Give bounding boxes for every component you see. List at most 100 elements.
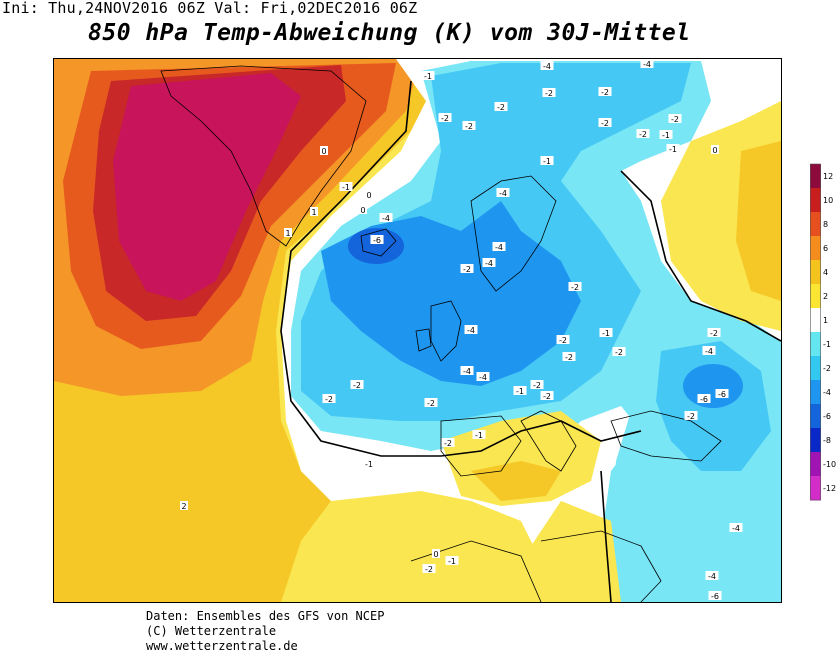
colorbar-level-label: 12 [823, 172, 833, 181]
contour-label-bg [640, 59, 654, 68]
contour-label: -2 [687, 412, 695, 421]
contour-label: -2 [543, 392, 551, 401]
contour-label: -1 [669, 145, 677, 154]
contour-label: -2 [545, 89, 553, 98]
colorbar-level-label: -10 [823, 460, 836, 469]
website-link[interactable]: www.wetterzentrale.de [146, 639, 298, 653]
contour-label: -4 [499, 189, 507, 198]
contour-label-bg [472, 430, 486, 439]
contour-label-bg [441, 438, 455, 447]
contour-label-bg [540, 156, 554, 165]
contour-label: 0 [321, 147, 326, 156]
colorbar-swatch [810, 260, 821, 285]
contour-label: -2 [533, 381, 541, 390]
contour-label-bg [370, 235, 384, 244]
contour-label: -4 [543, 62, 551, 71]
coastlines [160, 65, 722, 602]
contour-label-bg [362, 459, 376, 468]
field-minus-4-east [683, 364, 743, 408]
contour-label-bg [659, 130, 673, 139]
contour-label: -2 [601, 119, 609, 128]
contour-zero [280, 80, 642, 457]
contour-label-bg [707, 328, 721, 337]
contour-label-bg [666, 144, 680, 153]
colorbar-level-label: -2 [823, 364, 831, 373]
colorbar-swatch [810, 308, 821, 333]
colorbar-swatch [810, 428, 821, 453]
contour-labels: -1-4 -4-2 -2-2-2-2 -2 -2-2 -1-1 0-1-4-4-6-4-2-… [180, 59, 743, 601]
contour-label-bg [462, 121, 476, 130]
contour-label: 1 [311, 208, 316, 217]
colorbar-swatch [810, 476, 821, 501]
contour-label: -1 [602, 329, 610, 338]
contour-label-bg [697, 394, 711, 403]
contour-label-bg [464, 325, 478, 334]
contour-label-bg [668, 114, 682, 123]
copyright: (C) Wetterzentrale [146, 624, 277, 638]
contour-label-bg [612, 347, 626, 356]
colorbar-level-label: -1 [823, 340, 831, 349]
contour-label: -2 [671, 115, 679, 124]
chart-title: 850 hPa Temp-Abweichung (K) vom 30J-Mitt… [88, 20, 691, 46]
footer: Daten: Ensembles des GFS von NCEP (C) We… [146, 609, 384, 654]
contour-label: -1 [342, 183, 350, 192]
contour-label-bg [542, 88, 556, 97]
colorbar-level-label: 8 [823, 220, 828, 229]
field-plus-2-ne [736, 141, 781, 301]
colorbar-level-label: -4 [823, 388, 831, 397]
contour-label-bg [432, 549, 440, 558]
contour-label-bg [540, 391, 554, 400]
field-plus-2-med [471, 461, 561, 501]
contour-label-bg [711, 145, 719, 154]
contour-label-bg [684, 411, 698, 420]
contour-label: -4 [467, 326, 475, 335]
contour-label: -2 [353, 381, 361, 390]
colorbar-swatch [810, 164, 821, 189]
contour-label-bg [320, 146, 328, 155]
contour-label-bg [708, 591, 722, 600]
contour-label: -6 [718, 390, 726, 399]
colorbar-swatch [810, 404, 821, 429]
contour-label: -4 [463, 367, 471, 376]
contour-label: 0 [433, 550, 438, 559]
contour-label: -4 [495, 243, 503, 252]
contour-label: -2 [465, 122, 473, 131]
contour-label: -2 [615, 348, 623, 357]
contour-label-bg [729, 523, 743, 532]
contour-label-bg [310, 207, 318, 216]
contour-label-bg [598, 87, 612, 96]
contour-label-bg [715, 389, 729, 398]
contour-label: 0 [366, 191, 371, 200]
contour-label: -1 [543, 157, 551, 166]
contour-label: -2 [565, 353, 573, 362]
contour-label: -2 [601, 88, 609, 97]
colorbar-level-label: 2 [823, 292, 828, 301]
contour-label: -1 [516, 387, 524, 396]
colorbar-swatch [810, 284, 821, 309]
field-plus-10 [113, 73, 301, 301]
colorbar-swatch [810, 236, 821, 261]
contour-label-bg [284, 228, 292, 237]
contour-label-bg [556, 335, 570, 344]
contour-label-bg [460, 264, 474, 273]
colorbar-level-label: -12 [823, 484, 836, 493]
contour-label: -2 [325, 395, 333, 404]
contour-label-bg [599, 328, 613, 337]
contour-label: -4 [643, 60, 651, 69]
contour-label: -2 [559, 336, 567, 345]
contour-label-bg [496, 188, 510, 197]
colorbar-outline [810, 163, 821, 501]
contour-label: -4 [705, 347, 713, 356]
contour-zero-east [620, 170, 781, 342]
contour-label: 0 [360, 206, 365, 215]
contour-label-bg [445, 556, 459, 565]
colorbar-level-label: 10 [823, 196, 833, 205]
contour-zero-south [600, 470, 612, 602]
contour-label-bg [702, 346, 716, 355]
contour-label-bg [438, 113, 452, 122]
contour-label: -1 [662, 131, 670, 140]
colorbar-swatch [810, 356, 821, 381]
contour-label-bg [379, 213, 393, 222]
contour-label-bg [476, 372, 490, 381]
contour-label-bg [540, 61, 554, 70]
